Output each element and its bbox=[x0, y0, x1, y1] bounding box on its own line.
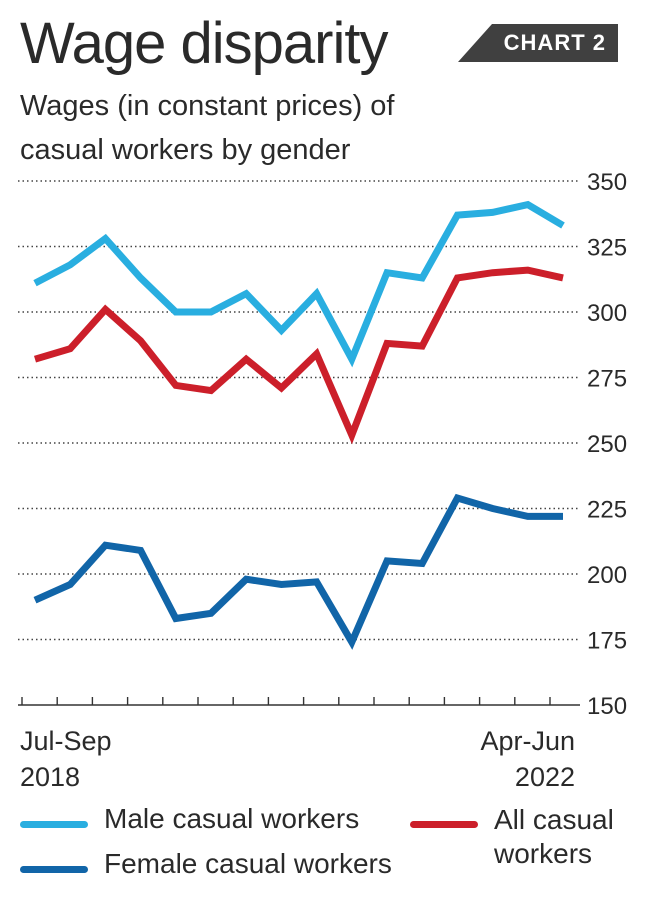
legend-item-female: Female casual workers bbox=[20, 848, 420, 888]
line-chart: 150 175 200 225 250 275 300 325 350 Jul-Sep 2018 A… bbox=[18, 169, 627, 792]
series-lines bbox=[33, 200, 565, 650]
x-label-start: Jul-Sep 2018 bbox=[20, 726, 112, 792]
y-tick-label-200: 200 bbox=[587, 562, 627, 589]
series-line-all-casual-workers bbox=[33, 266, 564, 445]
y-axis-ticks: 150 175 200 225 250 275 300 325 350 bbox=[587, 169, 627, 720]
y-tick-label-325: 325 bbox=[587, 235, 627, 262]
y-tick-label-150: 150 bbox=[587, 693, 627, 720]
legend-swatch-male bbox=[20, 821, 88, 828]
gridlines bbox=[18, 180, 580, 641]
chart-title: Wage disparity bbox=[20, 11, 388, 76]
y-tick-label-300: 300 bbox=[587, 300, 627, 327]
x-axis-labels: Jul-Sep 2018 Apr-Jun 2022 bbox=[20, 726, 575, 792]
legend-item-all: All casual workers bbox=[410, 803, 640, 875]
series-line-female-casual-workers bbox=[33, 493, 563, 650]
legend-label-all: All casual workers bbox=[494, 804, 614, 869]
y-tick-label-275: 275 bbox=[587, 366, 627, 393]
y-tick-label-175: 175 bbox=[587, 628, 627, 655]
legend-item-male: Male casual workers bbox=[20, 803, 400, 843]
legend-label-female: Female casual workers bbox=[104, 848, 392, 879]
y-tick-label-250: 250 bbox=[587, 431, 627, 458]
legend-swatch-all bbox=[410, 821, 478, 828]
legend-swatch-female bbox=[20, 866, 88, 873]
series-line-male-casual-workers bbox=[33, 200, 565, 368]
y-tick-label-225: 225 bbox=[587, 497, 627, 524]
chart-subtitle: Wages (in constant prices) of casual wor… bbox=[20, 90, 395, 166]
chart-number-label: CHART 2 bbox=[503, 30, 606, 55]
x-label-end: Apr-Jun 2022 bbox=[480, 726, 575, 792]
x-axis bbox=[18, 697, 580, 706]
legend-label-male: Male casual workers bbox=[104, 803, 360, 834]
y-tick-label-350: 350 bbox=[587, 169, 627, 196]
